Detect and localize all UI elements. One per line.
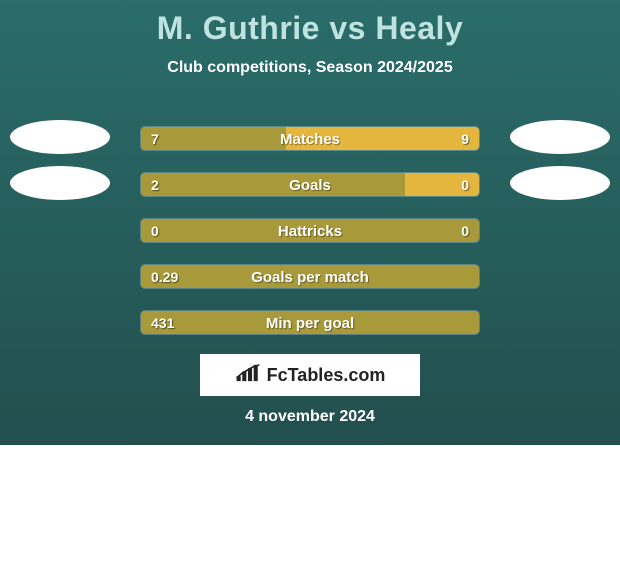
brand-text: FcTables.com xyxy=(267,365,386,386)
stat-value-left: 2 xyxy=(151,173,159,197)
player-left-avatar xyxy=(10,166,110,200)
stat-bar: Goals per match0.29 xyxy=(140,264,480,289)
stat-value-right: 9 xyxy=(461,127,469,151)
player-left-avatar xyxy=(10,120,110,154)
stat-label: Goals xyxy=(141,173,479,196)
stat-value-left: 0 xyxy=(151,219,159,243)
stat-value-right: 0 xyxy=(461,173,469,197)
stat-label: Hattricks xyxy=(141,219,479,242)
stat-bar: Goals2 0 xyxy=(140,172,480,197)
stat-bar: Matches7 9 xyxy=(140,126,480,151)
stat-label: Matches xyxy=(141,127,479,150)
stat-row: Min per goal431 xyxy=(0,294,620,340)
stat-label: Min per goal xyxy=(141,311,479,334)
stat-value-left: 7 xyxy=(151,127,159,151)
stat-row: Goals per match0.29 xyxy=(0,248,620,294)
stat-row: Matches7 9 xyxy=(0,110,620,156)
stat-value-left: 431 xyxy=(151,311,174,335)
stat-row: Goals2 0 xyxy=(0,156,620,202)
stat-value-right: 0 xyxy=(461,219,469,243)
subtitle: Club competitions, Season 2024/2025 xyxy=(0,59,620,77)
comparison-chart: Matches79Goals20Hattricks00Goals per mat… xyxy=(0,110,620,340)
stat-row: Hattricks0 0 xyxy=(0,202,620,248)
stat-value-left: 0.29 xyxy=(151,265,178,289)
player-right-avatar xyxy=(510,120,610,154)
brand-badge[interactable]: FcTables.com xyxy=(200,354,420,396)
date-text: 4 november 2024 xyxy=(0,408,620,426)
stat-bar: Hattricks0 0 xyxy=(140,218,480,243)
player-right-avatar xyxy=(510,166,610,200)
brand-icon xyxy=(235,362,261,389)
stat-bar: Min per goal431 xyxy=(140,310,480,335)
stat-label: Goals per match xyxy=(141,265,479,288)
page-title: M. Guthrie vs Healy xyxy=(0,0,620,47)
